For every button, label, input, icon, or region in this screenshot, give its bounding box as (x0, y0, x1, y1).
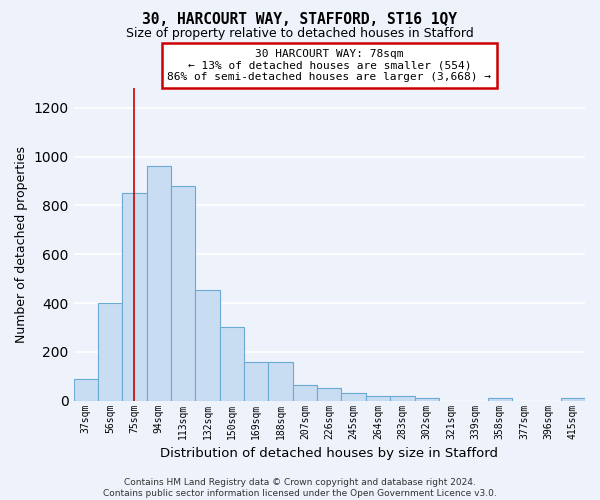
Bar (122, 194, 146, 400)
Text: 30, HARCOURT WAY, STAFFORD, ST16 1QY: 30, HARCOURT WAY, STAFFORD, ST16 1QY (143, 12, 458, 28)
Bar (220, 328, 244, 400)
Text: Size of property relative to detached houses in Stafford: Size of property relative to detached ho… (126, 28, 474, 40)
Bar (560, 398, 585, 400)
Bar (390, 396, 415, 400)
Bar (74, 378, 98, 400)
Y-axis label: Number of detached properties: Number of detached properties (15, 146, 28, 343)
Bar (293, 385, 317, 400)
Bar (171, 186, 196, 400)
Bar (98, 303, 122, 400)
Bar (366, 396, 390, 400)
Bar (146, 166, 171, 400)
Bar (196, 290, 220, 401)
Bar (488, 398, 512, 400)
Text: 30 HARCOURT WAY: 78sqm
← 13% of detached houses are smaller (554)
86% of semi-de: 30 HARCOURT WAY: 78sqm ← 13% of detached… (167, 49, 491, 82)
Bar (415, 398, 439, 400)
Bar (317, 388, 341, 400)
Bar (341, 394, 366, 400)
Text: Contains HM Land Registry data © Crown copyright and database right 2024.
Contai: Contains HM Land Registry data © Crown c… (103, 478, 497, 498)
X-axis label: Distribution of detached houses by size in Stafford: Distribution of detached houses by size … (160, 447, 498, 460)
Bar (244, 362, 268, 401)
Bar (268, 362, 293, 401)
